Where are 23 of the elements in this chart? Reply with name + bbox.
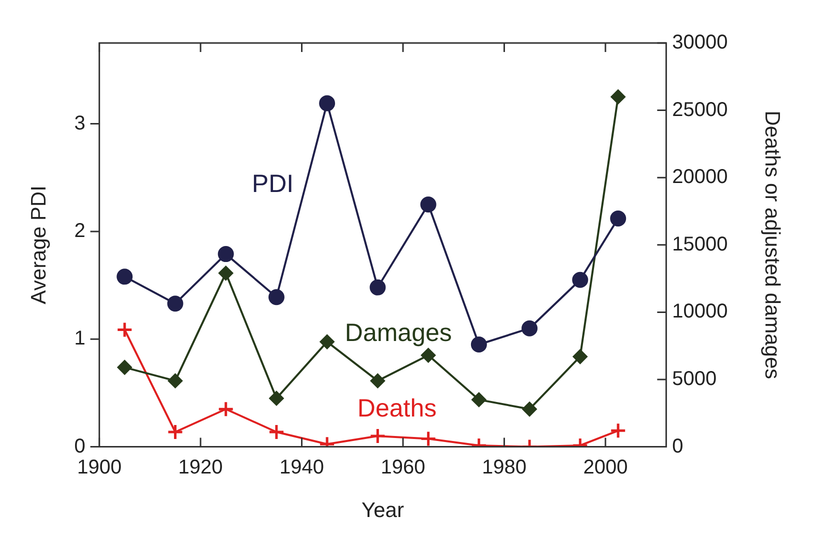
series-label: PDI xyxy=(252,170,294,198)
y2-tick-label: 25000 xyxy=(672,98,728,121)
y-tick-label: 3 xyxy=(74,112,86,134)
x-tick-label: 2000 xyxy=(583,456,628,478)
x-tick-label: 1980 xyxy=(482,456,526,478)
series-label: Damages xyxy=(344,319,452,348)
y-tick-label: 2 xyxy=(74,220,86,242)
x-tick-label: 1960 xyxy=(380,456,426,478)
y2-tick-label: 15000 xyxy=(672,233,728,256)
y-tick-label: 0 xyxy=(74,435,86,458)
x-tick-label: 1940 xyxy=(280,456,324,478)
series-label: Deaths xyxy=(357,394,437,422)
y2-tick-label: 5000 xyxy=(672,368,717,390)
x-axis-title: Year xyxy=(362,499,404,522)
y2-tick-label: 0 xyxy=(672,435,684,458)
y-tick-label: 1 xyxy=(74,328,86,350)
y2-tick-label: 10000 xyxy=(672,300,728,323)
y-axis-title: Average PDI xyxy=(27,186,50,304)
y2-axis-title: Deaths or adjusted damages xyxy=(760,110,784,380)
y2-tick-label: 20000 xyxy=(672,166,728,188)
x-tick-label: 1900 xyxy=(77,456,122,478)
y2-tick-label: 30000 xyxy=(672,32,728,54)
x-tick-label: 1920 xyxy=(178,456,223,478)
